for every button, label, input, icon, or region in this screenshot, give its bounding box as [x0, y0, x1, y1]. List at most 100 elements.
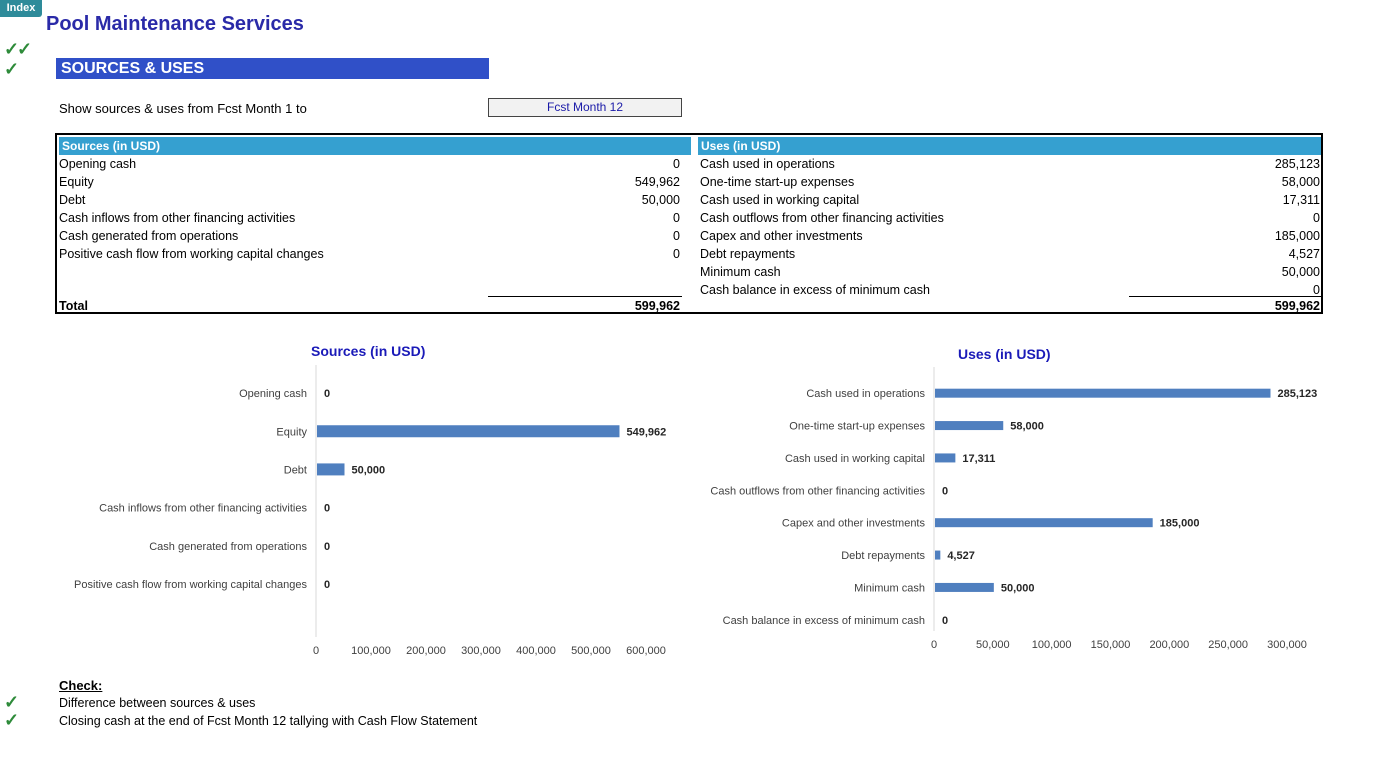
data-label: 58,000 — [1010, 421, 1044, 433]
source-value: 0 — [673, 247, 680, 261]
data-label: 549,962 — [626, 426, 666, 438]
data-label: 0 — [324, 541, 330, 553]
use-value: 50,000 — [1281, 265, 1320, 279]
bar — [935, 550, 941, 560]
bar — [935, 453, 956, 463]
source-value: 549,962 — [634, 175, 680, 189]
category-label: Debt repayments — [841, 550, 925, 562]
check-icon: ✓ — [17, 39, 33, 59]
category-label: Cash balance in excess of minimum cash — [723, 615, 925, 627]
use-label: Capex and other investments — [700, 229, 863, 243]
source-label: Equity — [59, 175, 94, 189]
sources-total: 599,962 — [634, 299, 680, 313]
bar — [317, 463, 345, 476]
category-label: Cash generated from operations — [149, 541, 307, 553]
uses-total-rule — [1129, 296, 1322, 297]
sources-header: Sources (in USD) — [59, 137, 691, 155]
category-label: Equity — [276, 426, 307, 438]
use-label: Cash balance in excess of minimum cash — [700, 283, 930, 297]
check-icon: ✓ — [4, 59, 20, 79]
data-label: 4,527 — [947, 550, 975, 562]
use-value: 58,000 — [1281, 175, 1320, 189]
tick-label: 100,000 — [351, 645, 391, 657]
tick-label: 200,000 — [1149, 639, 1189, 651]
total-label: Total — [59, 299, 88, 313]
bar — [935, 388, 1271, 398]
data-label: 17,311 — [962, 453, 995, 465]
source-label: Cash generated from operations — [59, 229, 239, 243]
source-label: Debt — [59, 193, 86, 207]
category-label: Positive cash flow from working capital … — [74, 579, 307, 591]
data-label: 0 — [324, 579, 330, 591]
index-button[interactable]: Index — [0, 0, 42, 17]
use-label: One-time start-up expenses — [700, 175, 855, 189]
uses-chart-title: Uses (in USD) — [958, 346, 1051, 362]
tick-label: 0 — [313, 645, 319, 657]
check-item: Closing cash at the end of Fcst Month 12… — [59, 714, 478, 728]
data-label: 50,000 — [1001, 582, 1035, 594]
use-value: 4,527 — [1288, 247, 1320, 261]
bar — [935, 582, 994, 592]
tick-label: 200,000 — [406, 645, 446, 657]
use-value: 0 — [1313, 211, 1320, 225]
category-label: Debt — [284, 464, 307, 476]
bar — [317, 425, 620, 438]
use-label: Cash used in operations — [700, 157, 835, 171]
sources-total-rule — [488, 296, 682, 297]
use-label: Cash outflows from other financing activ… — [700, 211, 944, 225]
check-icon: ✓ — [4, 692, 20, 712]
tick-label: 500,000 — [571, 645, 611, 657]
data-label: 185,000 — [1160, 518, 1200, 530]
sources-bar-chart: Opening cash 0 Equity 549,962 Debt 50,000 Cash… — [74, 365, 666, 657]
category-label: Cash outflows from other financing activ… — [710, 485, 925, 497]
source-value: 0 — [673, 157, 680, 171]
check-icon: ✓ — [4, 710, 20, 730]
data-label: 50,000 — [352, 464, 386, 476]
range-label: Show sources & uses from Fcst Month 1 to — [59, 101, 307, 116]
uses-bar-chart: Cash used in operations 285,123 One-time s… — [710, 367, 1317, 651]
use-value: 185,000 — [1274, 229, 1320, 243]
tick-label: 0 — [931, 639, 937, 651]
data-label: 0 — [324, 503, 330, 515]
category-label: Minimum cash — [854, 582, 925, 594]
category-label: Cash used in operations — [806, 388, 925, 400]
tick-label: 600,000 — [626, 645, 666, 657]
tick-label: 150,000 — [1091, 639, 1131, 651]
page-title: Pool Maintenance Services — [46, 13, 304, 35]
use-label: Cash used in working capital — [700, 193, 860, 207]
use-value: 0 — [1313, 283, 1320, 297]
source-label: Positive cash flow from working capital … — [59, 247, 324, 261]
use-value: 285,123 — [1274, 157, 1320, 171]
bar — [935, 421, 1004, 431]
data-label: 285,123 — [1277, 388, 1317, 400]
data-label: 0 — [324, 388, 330, 400]
source-value: 50,000 — [641, 193, 680, 207]
tick-label: 100,000 — [1032, 639, 1072, 651]
category-label: Cash inflows from other financing activi… — [99, 503, 307, 515]
source-label: Opening cash — [59, 157, 137, 171]
data-label: 0 — [942, 615, 948, 627]
sources-uses-table: Sources (in USD) Uses (in USD) Opening c… — [55, 133, 1323, 314]
category-label: One-time start-up expenses — [789, 421, 925, 433]
uses-total: 599,962 — [1274, 299, 1320, 313]
tick-label: 400,000 — [516, 645, 556, 657]
tick-label: 300,000 — [461, 645, 501, 657]
category-label: Cash used in working capital — [785, 453, 925, 465]
uses-header: Uses (in USD) — [698, 137, 1321, 155]
source-value: 0 — [673, 211, 680, 225]
check-icon: ✓ — [4, 39, 20, 59]
data-label: 0 — [942, 485, 948, 497]
category-label: Opening cash — [239, 388, 307, 400]
source-label: Cash inflows from other financing activi… — [59, 211, 296, 225]
source-value: 0 — [673, 229, 680, 243]
section-header: SOURCES & USES — [56, 58, 489, 79]
bar — [935, 518, 1153, 528]
tick-label: 300,000 — [1267, 639, 1307, 651]
use-label: Debt repayments — [700, 247, 796, 261]
tick-label: 250,000 — [1208, 639, 1248, 651]
month-range-dropdown[interactable]: Fcst Month 12 — [488, 98, 682, 117]
tick-label: 50,000 — [976, 639, 1010, 651]
use-value: 17,311 — [1282, 193, 1320, 207]
check-item: Difference between sources & uses — [59, 696, 256, 710]
check-heading: Check: — [59, 678, 103, 693]
